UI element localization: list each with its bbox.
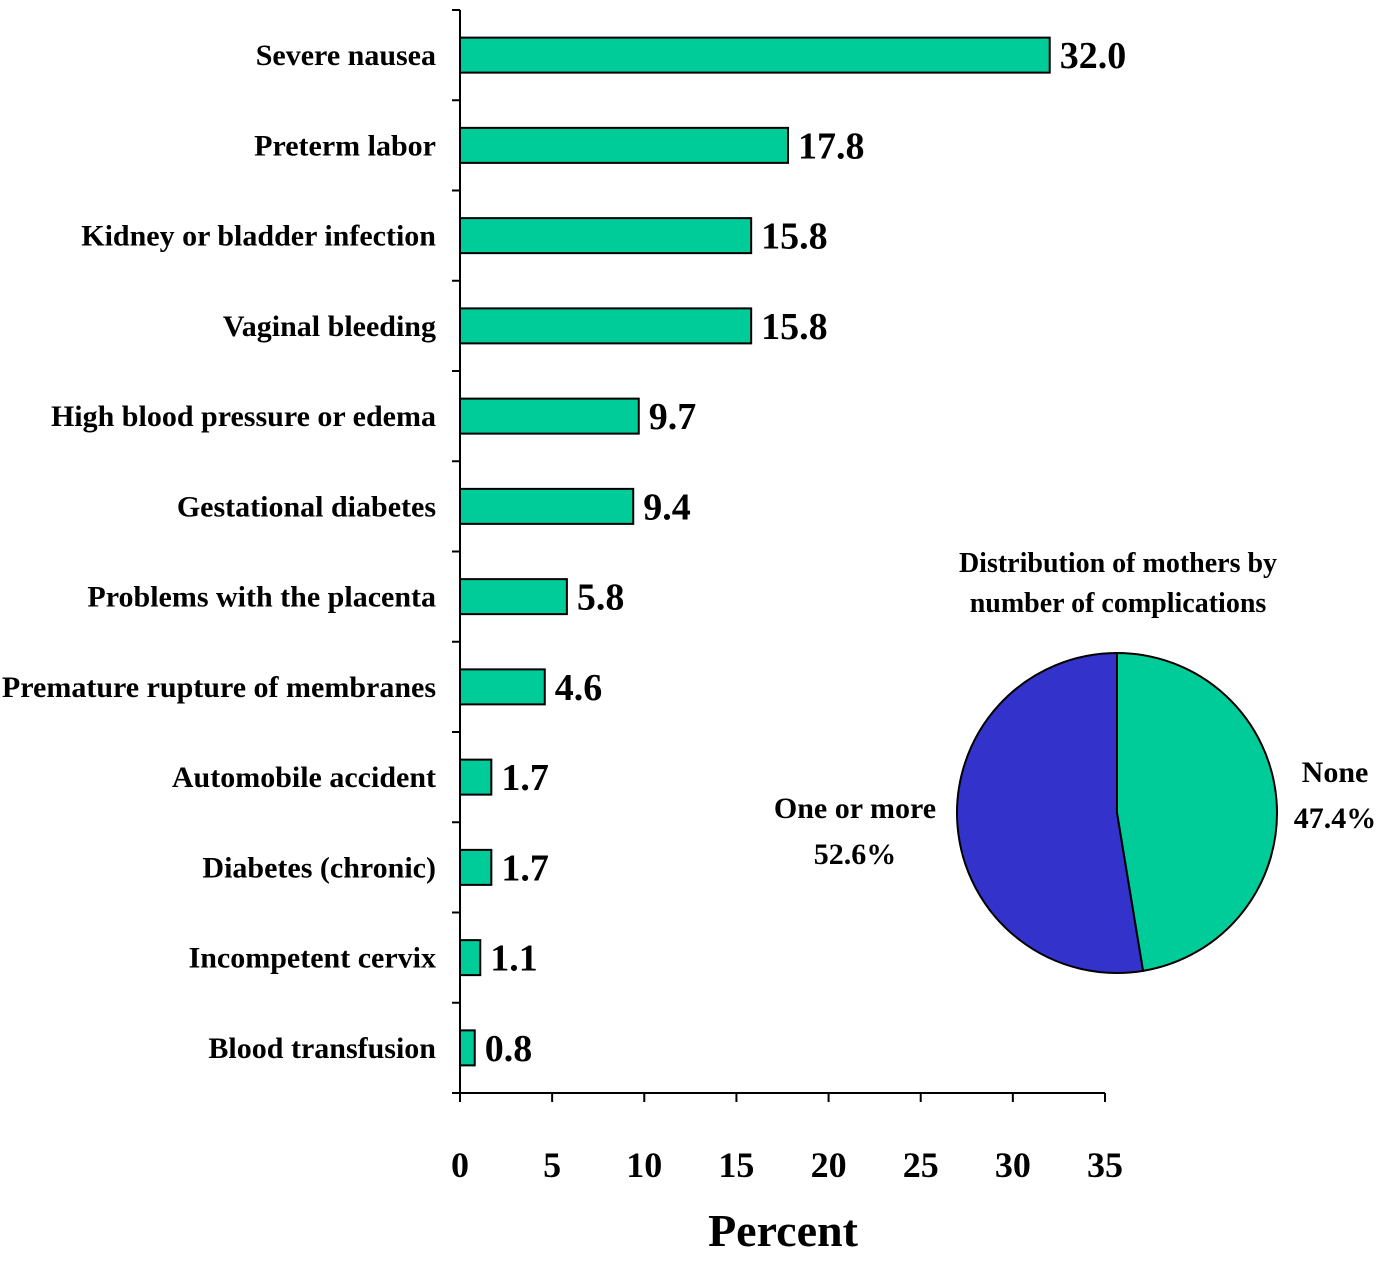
pie-value-one-or-more: 52.6%	[814, 838, 897, 871]
pie-title-line-1: Distribution of mothers by	[959, 548, 1277, 579]
bar-5	[459, 397, 640, 435]
x-tick-label-20: 20	[811, 1145, 847, 1185]
value-labels: 32.0 17.8 15.8 15.8 9.7 9.4 5.8 4.6 1.7 1.7 1.1 0.8	[485, 35, 1126, 1070]
value-label-5: 9.7	[649, 396, 697, 438]
value-label-6: 9.4	[643, 486, 691, 528]
category-label-10: Diabetes (chronic)	[202, 851, 436, 884]
pie-label-none: None	[1302, 756, 1369, 789]
x-tick-label-30: 30	[995, 1145, 1031, 1185]
pie-slice-one-or-more	[956, 651, 1145, 974]
value-label-1: 32.0	[1060, 35, 1127, 77]
pie-value-none: 47.4%	[1294, 802, 1377, 835]
value-label-11: 1.1	[490, 938, 538, 980]
category-label-8: Premature rupture of membranes	[2, 671, 436, 704]
value-label-7: 5.8	[577, 577, 625, 619]
bar-10	[459, 848, 493, 886]
x-tick-label-25: 25	[903, 1145, 939, 1185]
category-label-9: Automobile accident	[172, 761, 436, 794]
category-label-4: Vaginal bleeding	[223, 310, 436, 343]
x-axis-title: Percent	[708, 1205, 859, 1256]
bar-11	[459, 939, 482, 977]
category-label-7: Problems with the placenta	[87, 581, 436, 614]
category-label-5: High blood pressure or edema	[51, 400, 436, 433]
x-tick-label-0: 0	[451, 1145, 469, 1185]
bars-group	[459, 36, 1051, 1067]
value-label-4: 15.8	[761, 306, 828, 348]
value-label-12: 0.8	[485, 1028, 533, 1070]
bar-12	[459, 1029, 476, 1067]
x-tick-label-5: 5	[543, 1145, 561, 1185]
bar-7	[459, 578, 568, 616]
category-label-11: Incompetent cervix	[189, 942, 436, 975]
axes-group: 0 5 10 15 20 25 30 35	[451, 9, 1123, 1185]
category-labels: Severe nausea Preterm labor Kidney or blad…	[2, 39, 436, 1065]
category-label-12: Blood transfusion	[208, 1032, 436, 1065]
value-label-10: 1.7	[501, 847, 549, 889]
category-label-6: Gestational diabetes	[177, 490, 436, 523]
value-label-8: 4.6	[555, 667, 603, 709]
category-label-2: Preterm labor	[254, 129, 436, 162]
value-label-2: 17.8	[798, 125, 865, 167]
category-label-3: Kidney or bladder infection	[81, 220, 436, 253]
pie-chart: Distribution of mothers by number of com…	[774, 548, 1377, 974]
category-label-1: Severe nausea	[256, 39, 436, 72]
bar-9	[459, 758, 493, 796]
x-tick-label-35: 35	[1087, 1145, 1123, 1185]
x-tick-label-10: 10	[626, 1145, 662, 1185]
value-label-3: 15.8	[761, 216, 828, 258]
bar-6	[459, 487, 635, 525]
pie-title-line-2: number of complications	[970, 588, 1267, 619]
bar-4	[459, 307, 753, 345]
pie-label-one-or-more: One or more	[774, 792, 936, 825]
bar-3	[459, 217, 753, 255]
bar-2	[459, 126, 790, 164]
x-tick-label-15: 15	[718, 1145, 754, 1185]
value-label-9: 1.7	[501, 757, 549, 799]
bar-1	[459, 36, 1051, 74]
bar-chart: Severe nausea Preterm labor Kidney or blad…	[2, 9, 1126, 1256]
pie-slice-none	[1116, 651, 1278, 973]
bar-8	[459, 668, 546, 706]
pie-slices	[956, 651, 1278, 974]
